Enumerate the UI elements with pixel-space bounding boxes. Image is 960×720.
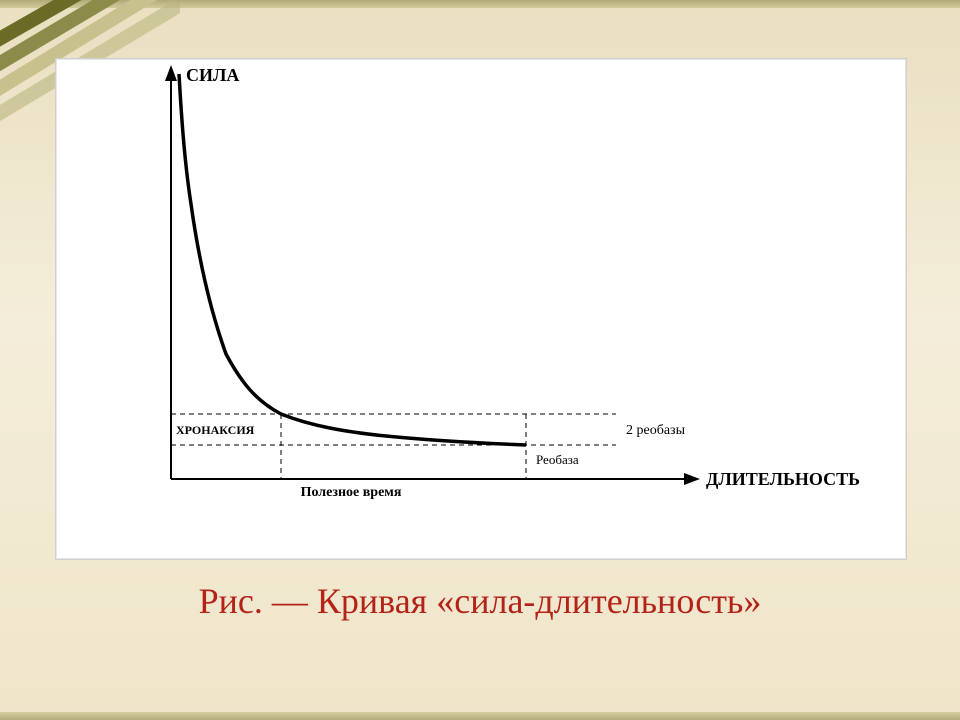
strength-duration-curve: [179, 74, 526, 445]
label-rheobase: Реобаза: [536, 452, 579, 467]
label-two-rheobase: 2 реобазы: [626, 423, 686, 438]
decor-edge-top: [0, 0, 960, 8]
decor-edge-bottom: [0, 712, 960, 720]
slide: СИЛА ДЛИТЕЛЬНОСТЬ ХРОНАКСИЯ Полезное вре…: [0, 0, 960, 720]
figure-caption: Рис. — Кривая «сила-длительность»: [0, 580, 960, 622]
strength-duration-chart: СИЛА ДЛИТЕЛЬНОСТЬ ХРОНАКСИЯ Полезное вре…: [56, 59, 906, 559]
label-chronaxie: ХРОНАКСИЯ: [176, 423, 255, 437]
axes: [165, 65, 700, 485]
chart-panel: СИЛА ДЛИТЕЛЬНОСТЬ ХРОНАКСИЯ Полезное вре…: [55, 58, 907, 560]
x-axis-label: ДЛИТЕЛЬНОСТЬ: [706, 469, 860, 489]
label-useful-time: Полезное время: [301, 485, 402, 500]
y-axis-label: СИЛА: [186, 65, 239, 85]
